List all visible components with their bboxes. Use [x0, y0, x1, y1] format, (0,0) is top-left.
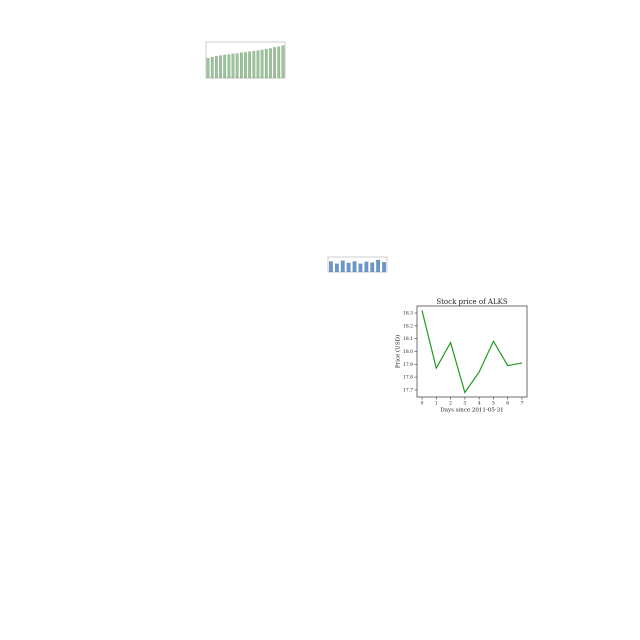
bar: [364, 261, 369, 273]
bar: [346, 262, 351, 273]
y-tick-label: 18.0: [403, 349, 413, 355]
bar: [329, 261, 333, 273]
bar: [269, 48, 272, 79]
bar: [340, 260, 345, 273]
x-tick-label: 6: [506, 401, 509, 407]
x-tick-label: 0: [421, 401, 424, 407]
bar: [358, 263, 363, 273]
y-tick-label: 18.3: [403, 311, 413, 317]
x-tick-label: 7: [521, 401, 524, 407]
bar: [376, 259, 381, 273]
bar: [260, 49, 264, 79]
x-tick-label: 1: [435, 401, 438, 407]
price-line: [421, 310, 523, 394]
bar: [235, 53, 239, 79]
bar: [206, 58, 210, 79]
bar: [256, 50, 260, 79]
bar: [334, 263, 339, 273]
y-axis-label: Price (USD): [395, 335, 402, 368]
chart-title: Stock price of ALKS: [436, 298, 508, 306]
bar: [223, 54, 227, 79]
bar: [370, 262, 375, 273]
x-axis-label: Days since 2011-05-31: [440, 408, 503, 414]
y-tick-label: 18.1: [403, 336, 413, 342]
bar: [248, 51, 252, 79]
x-tick-label: 2: [449, 401, 452, 407]
bar: [352, 261, 357, 273]
bar: [252, 51, 256, 79]
y-tick-label: 17.9: [403, 362, 413, 368]
y-tick-label: 17.7: [403, 387, 413, 393]
x-tick-label: 3: [463, 401, 466, 407]
bar: [227, 54, 231, 79]
bar: [219, 55, 222, 79]
bar: [239, 52, 243, 79]
bar: [244, 52, 247, 79]
bar: [273, 47, 276, 79]
x-tick-label: 5: [492, 401, 495, 407]
bar: [264, 49, 268, 79]
bar: [210, 57, 214, 79]
x-tick-label: 4: [478, 401, 481, 407]
y-tick-label: 18.2: [403, 323, 413, 329]
bar: [277, 46, 281, 79]
plot-frame: [327, 256, 388, 273]
bar: [215, 56, 218, 79]
bar: [231, 53, 235, 79]
bar: [281, 45, 285, 79]
y-tick-label: 17.8: [403, 375, 413, 381]
bar: [382, 262, 386, 273]
